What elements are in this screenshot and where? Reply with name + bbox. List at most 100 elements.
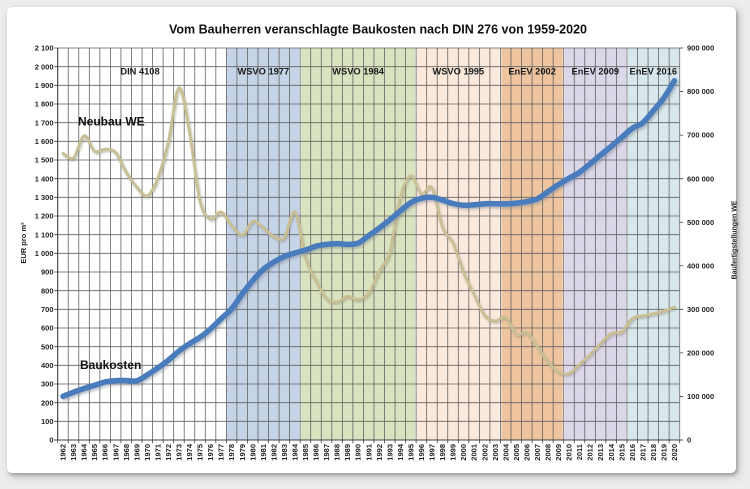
svg-text:1 000: 1 000 — [35, 249, 54, 258]
svg-text:2001: 2001 — [470, 444, 479, 461]
svg-text:500: 500 — [41, 342, 54, 351]
svg-text:EnEV 2002: EnEV 2002 — [508, 67, 556, 77]
svg-text:1992: 1992 — [375, 444, 384, 461]
svg-text:1993: 1993 — [385, 444, 394, 461]
svg-text:1 300: 1 300 — [35, 193, 54, 202]
svg-text:1978: 1978 — [227, 444, 236, 461]
svg-text:1997: 1997 — [428, 444, 437, 461]
svg-text:2015: 2015 — [617, 444, 626, 461]
svg-text:600: 600 — [41, 324, 54, 333]
svg-text:300: 300 — [41, 380, 54, 389]
svg-text:1994: 1994 — [396, 443, 405, 461]
svg-text:1982: 1982 — [269, 444, 278, 461]
svg-text:2011: 2011 — [575, 444, 584, 460]
svg-text:500 000: 500 000 — [687, 218, 714, 227]
svg-text:1995: 1995 — [407, 444, 416, 461]
svg-text:1970: 1970 — [143, 444, 152, 461]
svg-text:1 900: 1 900 — [35, 81, 54, 90]
svg-text:1 800: 1 800 — [35, 100, 54, 109]
svg-text:400 000: 400 000 — [687, 261, 714, 270]
svg-text:200: 200 — [41, 398, 54, 407]
svg-text:900: 900 — [41, 268, 54, 277]
svg-text:2007: 2007 — [533, 444, 542, 461]
svg-text:900 000: 900 000 — [687, 44, 714, 53]
svg-text:Neubau WE: Neubau WE — [78, 115, 145, 129]
svg-text:EUR pro m²: EUR pro m² — [19, 222, 28, 264]
svg-text:2 000: 2 000 — [35, 62, 54, 71]
svg-text:1986: 1986 — [312, 444, 321, 461]
svg-text:EnEV 2016: EnEV 2016 — [630, 67, 678, 77]
svg-text:2019: 2019 — [660, 444, 669, 461]
svg-text:1973: 1973 — [175, 444, 184, 461]
svg-text:2016: 2016 — [628, 444, 637, 461]
svg-text:1999: 1999 — [449, 444, 458, 461]
svg-text:2020: 2020 — [670, 444, 679, 461]
svg-text:1969: 1969 — [132, 444, 141, 461]
svg-text:300 000: 300 000 — [687, 305, 714, 314]
svg-text:1 100: 1 100 — [35, 230, 54, 239]
svg-text:1 700: 1 700 — [35, 118, 54, 127]
svg-text:1996: 1996 — [417, 444, 426, 461]
svg-text:2017: 2017 — [638, 444, 647, 461]
svg-text:Vom Bauherren veranschlagte Ba: Vom Bauherren veranschlagte Baukosten na… — [169, 23, 587, 37]
svg-text:1991: 1991 — [364, 444, 373, 461]
svg-text:1966: 1966 — [101, 444, 110, 461]
svg-text:600 000: 600 000 — [687, 174, 714, 183]
svg-text:700: 700 — [41, 305, 54, 314]
svg-text:1990: 1990 — [354, 444, 363, 461]
svg-text:0: 0 — [687, 436, 691, 445]
svg-text:1976: 1976 — [206, 444, 215, 461]
svg-text:Baukosten: Baukosten — [80, 358, 141, 372]
svg-text:EnEV 2009: EnEV 2009 — [572, 67, 620, 77]
svg-text:1985: 1985 — [301, 444, 310, 461]
svg-text:Baufertigstellungen WE: Baufertigstellungen WE — [732, 200, 739, 279]
svg-text:2006: 2006 — [522, 444, 531, 461]
svg-text:1998: 1998 — [438, 444, 447, 461]
svg-text:DIN 4108: DIN 4108 — [120, 67, 159, 77]
svg-text:1977: 1977 — [217, 444, 226, 461]
svg-text:1963: 1963 — [69, 444, 78, 461]
svg-text:2002: 2002 — [480, 444, 489, 461]
svg-text:2012: 2012 — [586, 444, 595, 461]
svg-text:1979: 1979 — [238, 444, 247, 461]
svg-text:2010: 2010 — [565, 444, 574, 461]
svg-text:2013: 2013 — [596, 444, 605, 461]
svg-text:1962: 1962 — [59, 444, 68, 461]
svg-text:2014: 2014 — [607, 443, 616, 461]
svg-text:2018: 2018 — [649, 444, 658, 461]
svg-text:1968: 1968 — [122, 444, 131, 461]
svg-text:1971: 1971 — [153, 444, 162, 461]
svg-text:1975: 1975 — [196, 444, 205, 461]
svg-text:WSVO 1977: WSVO 1977 — [237, 67, 289, 77]
svg-text:2004: 2004 — [501, 443, 510, 461]
svg-text:100 000: 100 000 — [687, 392, 714, 401]
svg-text:2003: 2003 — [491, 444, 500, 461]
svg-text:1981: 1981 — [259, 444, 268, 461]
svg-text:2000: 2000 — [459, 444, 468, 461]
svg-text:200 000: 200 000 — [687, 349, 714, 358]
svg-text:1980: 1980 — [248, 444, 257, 461]
svg-text:0: 0 — [49, 436, 53, 445]
svg-text:800 000: 800 000 — [687, 87, 714, 96]
svg-text:1 200: 1 200 — [35, 212, 54, 221]
svg-text:1984: 1984 — [291, 443, 300, 461]
svg-text:1965: 1965 — [90, 444, 99, 461]
svg-text:100: 100 — [41, 417, 54, 426]
svg-text:1 400: 1 400 — [35, 174, 54, 183]
svg-text:2 100: 2 100 — [35, 44, 54, 53]
svg-text:1983: 1983 — [280, 444, 289, 461]
svg-text:2009: 2009 — [554, 444, 563, 461]
svg-text:1988: 1988 — [333, 444, 342, 461]
svg-text:2008: 2008 — [544, 444, 553, 461]
svg-text:1987: 1987 — [322, 444, 331, 461]
svg-text:1 500: 1 500 — [35, 156, 54, 165]
svg-text:1967: 1967 — [111, 444, 120, 461]
svg-text:WSVO 1984: WSVO 1984 — [332, 67, 385, 77]
svg-text:800: 800 — [41, 286, 54, 295]
svg-text:700 000: 700 000 — [687, 131, 714, 140]
svg-text:1 600: 1 600 — [35, 137, 54, 146]
svg-text:2005: 2005 — [512, 444, 521, 461]
svg-text:1974: 1974 — [185, 443, 194, 461]
svg-text:400: 400 — [41, 361, 54, 370]
svg-text:1972: 1972 — [164, 444, 173, 461]
